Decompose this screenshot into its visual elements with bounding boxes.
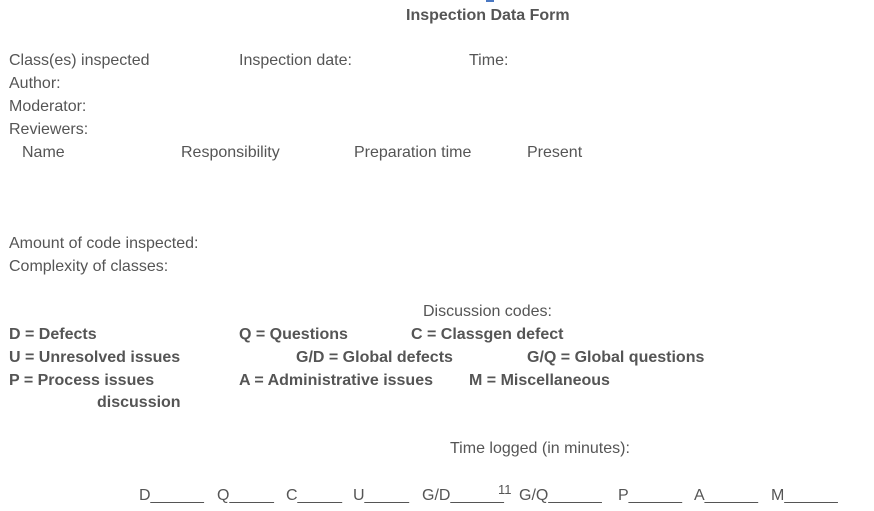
time-field-u: U_____ — [353, 487, 410, 504]
time-field-p: P______ — [618, 487, 683, 504]
inspection-date-label: Inspection date: — [239, 52, 352, 69]
code-defects: D = Defects — [9, 326, 97, 343]
time-field-m: M______ — [771, 487, 838, 504]
form-title: Inspection Data Form — [406, 7, 570, 24]
time-field-gd: G/D______ — [422, 487, 504, 504]
code-global-defects: G/D = Global defects — [296, 349, 453, 366]
page-number: 11 — [498, 482, 512, 497]
classes-inspected-label: Class(es) inspected — [9, 52, 150, 69]
code-administrative-issues: A = Administrative issues — [239, 372, 433, 389]
code-miscellaneous: M = Miscellaneous — [469, 372, 610, 389]
amount-of-code-label: Amount of code inspected: — [9, 235, 199, 252]
time-field-c: C_____ — [286, 487, 343, 504]
code-global-questions: G/Q = Global questions — [527, 349, 705, 366]
time-field-a: A______ — [694, 487, 759, 504]
reviewer-column-present: Present — [527, 144, 583, 161]
code-unresolved-issues: U = Unresolved issues — [9, 349, 181, 366]
code-process-issues: P = Process issues — [9, 372, 155, 389]
time-logged-heading: Time logged (in minutes): — [450, 440, 630, 457]
time-field-d: D______ — [139, 487, 204, 504]
top-accent-mark — [486, 0, 494, 2]
reviewer-column-name: Name — [22, 144, 65, 161]
time-field-gq: G/Q______ — [519, 487, 602, 504]
time-label: Time: — [469, 52, 509, 69]
discussion-codes-heading: Discussion codes: — [423, 303, 552, 320]
time-field-q: Q_____ — [217, 487, 274, 504]
reviewer-column-preparation-time: Preparation time — [354, 144, 472, 161]
moderator-label: Moderator: — [9, 98, 87, 115]
reviewer-column-responsibility: Responsibility — [181, 144, 280, 161]
complexity-label: Complexity of classes: — [9, 258, 169, 275]
reviewers-label: Reviewers: — [9, 121, 89, 138]
author-label: Author: — [9, 75, 61, 92]
code-discussion-continuation: discussion — [97, 394, 181, 411]
code-classgen-defect: C = Classgen defect — [411, 326, 564, 343]
code-questions: Q = Questions — [239, 326, 348, 343]
